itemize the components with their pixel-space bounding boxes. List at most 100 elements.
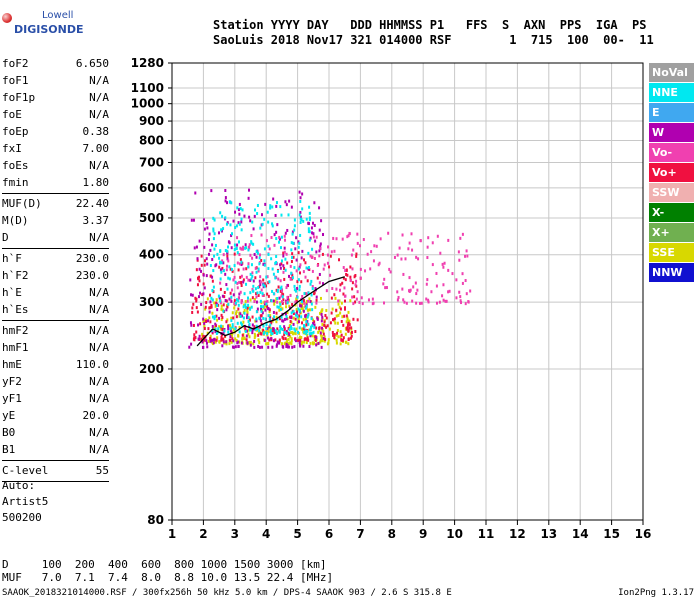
echo-point: [208, 306, 211, 310]
echo-point: [269, 206, 272, 210]
echo-point: [256, 212, 259, 216]
echo-point: [278, 308, 281, 312]
echo-point: [351, 287, 354, 291]
echo-point: [286, 345, 289, 349]
echo-point: [255, 300, 258, 304]
echo-point: [250, 277, 253, 281]
x-tick-label: 9: [419, 527, 427, 541]
echo-point: [329, 254, 332, 258]
param-row: foF1p N/A: [2, 89, 109, 106]
echo-point: [356, 241, 359, 245]
echo-point: [251, 256, 254, 260]
echo-point: [426, 278, 429, 282]
echo-point: [265, 284, 268, 288]
echo-point: [263, 338, 266, 342]
echo-point: [309, 300, 312, 304]
echo-point: [245, 282, 248, 286]
echo-point: [248, 243, 251, 247]
echo-point: [270, 236, 273, 240]
param-name: C-level: [2, 464, 49, 477]
echo-point: [427, 236, 430, 240]
echo-point: [259, 280, 262, 284]
echo-point: [204, 305, 207, 309]
echo-point: [299, 304, 302, 308]
echo-point: [278, 237, 281, 241]
echo-point: [253, 252, 256, 256]
echo-point: [283, 333, 286, 337]
echo-point: [355, 279, 358, 283]
echo-point: [343, 286, 346, 290]
echo-point: [254, 319, 257, 323]
echo-point: [296, 320, 299, 324]
echo-point: [299, 196, 302, 200]
echo-point: [211, 279, 214, 283]
echo-point: [244, 327, 247, 331]
echo-point: [318, 281, 321, 285]
echo-point: [238, 292, 241, 296]
echo-point: [340, 301, 343, 305]
echo-point: [213, 254, 216, 258]
echo-point: [240, 283, 243, 287]
echo-point: [290, 248, 293, 252]
echo-point: [247, 316, 250, 320]
echo-point: [195, 299, 198, 303]
echo-point: [193, 338, 196, 342]
echo-point: [230, 340, 233, 344]
echo-point: [323, 335, 326, 339]
echo-point: [331, 307, 334, 311]
echo-point: [235, 312, 238, 316]
echo-point: [238, 340, 241, 344]
echo-point: [297, 338, 300, 342]
echo-point: [305, 292, 308, 296]
echo-point: [220, 261, 223, 265]
echo-point: [339, 335, 342, 339]
echo-point: [237, 344, 240, 348]
echo-point: [242, 267, 245, 271]
echo-point: [418, 301, 421, 305]
echo-point: [244, 300, 247, 304]
echo-point: [250, 234, 253, 238]
echo-point: [262, 316, 265, 320]
echo-point: [260, 314, 263, 318]
echo-point: [234, 327, 237, 331]
o-trace-line: [196, 276, 345, 347]
echo-point: [244, 303, 247, 307]
echo-point: [247, 248, 250, 252]
echo-point: [255, 270, 258, 274]
echo-point: [243, 292, 246, 296]
echo-point: [269, 330, 272, 334]
echo-point: [458, 258, 461, 262]
param-row: yE 20.0: [2, 407, 109, 424]
y-tick-label: 700: [139, 155, 164, 169]
echo-point: [289, 335, 292, 339]
echo-point: [238, 253, 241, 257]
echo-point: [215, 298, 218, 302]
echo-point: [262, 262, 265, 266]
echo-point: [397, 295, 400, 299]
echo-point: [256, 203, 259, 207]
echo-point: [243, 311, 246, 315]
echo-point: [297, 330, 300, 334]
echo-point: [255, 317, 258, 321]
echo-point: [298, 309, 301, 313]
echo-point: [275, 254, 278, 258]
echo-point: [338, 305, 341, 309]
echo-point: [244, 246, 247, 250]
echo-point: [270, 337, 273, 341]
echo-point: [318, 272, 321, 276]
echo-point: [227, 324, 230, 328]
echo-point: [383, 301, 386, 305]
echo-point: [297, 320, 300, 324]
legend-item-nne: NNE: [649, 83, 694, 102]
echo-point: [409, 288, 412, 292]
echo-point: [277, 341, 280, 345]
echo-point: [350, 330, 353, 334]
echo-point: [326, 324, 329, 328]
echo-point: [469, 289, 472, 293]
echo-point: [299, 263, 302, 267]
echo-point: [260, 233, 263, 237]
echo-point: [295, 307, 298, 311]
echo-point: [281, 307, 284, 311]
echo-point: [435, 271, 438, 275]
echo-point: [313, 320, 316, 324]
